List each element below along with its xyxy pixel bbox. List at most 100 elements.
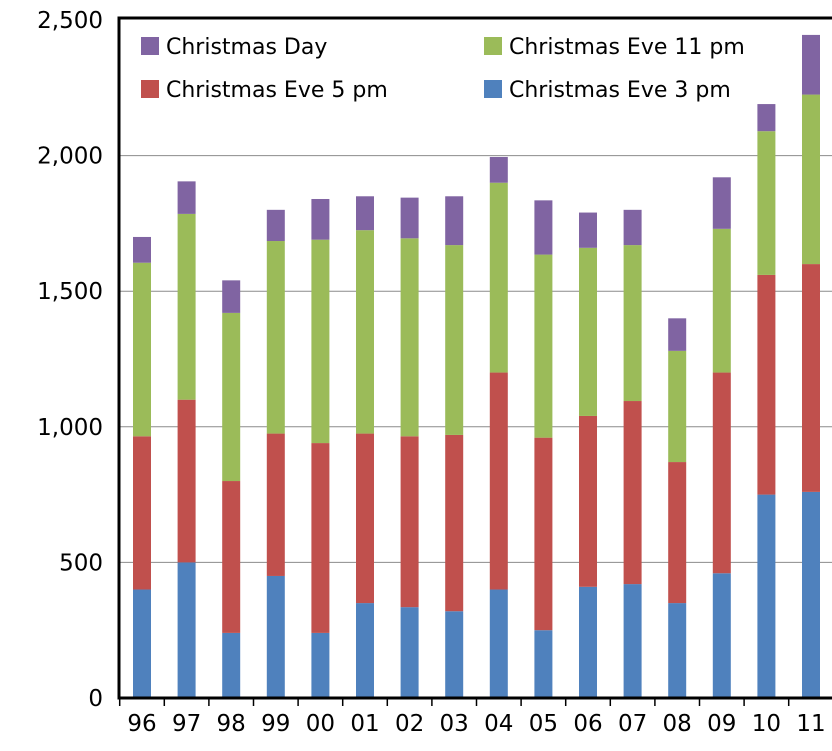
bar-segment-1-96 bbox=[133, 589, 151, 698]
bar-segment-1-00 bbox=[311, 632, 330, 698]
bar-segment-4-08 bbox=[668, 318, 687, 351]
x-tick-label: 09 bbox=[707, 711, 736, 737]
bar-segment-1-08 bbox=[668, 603, 687, 698]
legend-label: Christmas Eve 11 pm bbox=[509, 35, 745, 60]
bar-segment-2-98 bbox=[222, 481, 241, 633]
bar-segment-3-04 bbox=[489, 182, 508, 373]
bar-segment-3-03 bbox=[445, 245, 464, 435]
bar-segment-3-99 bbox=[266, 241, 285, 434]
bar-segment-1-03 bbox=[445, 611, 464, 698]
bar-segment-2-10 bbox=[757, 274, 776, 495]
y-tick-label: 2,500 bbox=[37, 8, 103, 34]
bar-segment-3-00 bbox=[311, 239, 330, 444]
bar-segment-2-02 bbox=[400, 436, 419, 608]
bar-segment-4-09 bbox=[712, 177, 731, 229]
bar-segment-1-97 bbox=[177, 562, 196, 698]
x-axis-tick-labels: 96 97 98 99 00 01 02 03 04 05 06 07 08 09 10 11 bbox=[118, 698, 826, 737]
bar-segment-4-02 bbox=[400, 197, 419, 239]
bar-segment-4-97 bbox=[177, 181, 196, 214]
bar-segment-4-10 bbox=[757, 104, 776, 132]
legend-label: Christmas Day bbox=[166, 35, 327, 60]
bar-segment-2-03 bbox=[445, 434, 464, 612]
bar-segment-1-99 bbox=[266, 575, 285, 698]
legend: Christmas Day Christmas Eve 11 pm Christma… bbox=[141, 35, 745, 103]
bar-segment-2-00 bbox=[311, 443, 330, 633]
x-tick-label: 08 bbox=[663, 711, 692, 737]
bar-segment-2-07 bbox=[623, 401, 642, 585]
y-tick-label: 500 bbox=[59, 550, 103, 576]
bar-segment-3-08 bbox=[668, 350, 687, 463]
y-axis-tick-labels: 0 500 1,000 1,500 2,000 2,500 bbox=[37, 8, 103, 712]
x-tick-label: 11 bbox=[796, 711, 825, 737]
x-tick-label: 02 bbox=[395, 711, 424, 737]
gridlines bbox=[119, 155, 832, 563]
x-tick-label: 06 bbox=[573, 711, 602, 737]
bar-segment-4-05 bbox=[534, 200, 553, 255]
x-tick-label: 04 bbox=[484, 711, 513, 737]
y-tick-label: 1,000 bbox=[37, 415, 103, 441]
bar-segment-1-10 bbox=[757, 494, 776, 698]
bar-segment-4-04 bbox=[489, 156, 508, 183]
bar-segment-3-07 bbox=[623, 245, 642, 402]
x-tick-label: 98 bbox=[217, 711, 246, 737]
bar-segment-3-96 bbox=[133, 262, 151, 437]
bar-segment-1-05 bbox=[534, 630, 553, 698]
legend-swatch bbox=[141, 37, 159, 55]
bar-segment-3-09 bbox=[712, 228, 731, 373]
bar-segment-3-11 bbox=[802, 94, 820, 265]
x-tick-label: 03 bbox=[440, 711, 469, 737]
bar-segment-2-08 bbox=[668, 462, 687, 604]
bar-segment-4-99 bbox=[266, 209, 285, 242]
bar-segment-3-10 bbox=[757, 131, 776, 275]
x-tick-label: 97 bbox=[172, 711, 201, 737]
bar-segment-4-98 bbox=[222, 280, 241, 313]
x-tick-label: 01 bbox=[350, 711, 379, 737]
bar-segment-4-03 bbox=[445, 196, 464, 246]
y-tick-label: 0 bbox=[88, 686, 103, 712]
bar-segment-3-98 bbox=[222, 312, 241, 482]
x-tick-label: 96 bbox=[127, 711, 156, 737]
bar-segment-1-01 bbox=[356, 603, 374, 698]
bar-segment-2-06 bbox=[579, 415, 597, 587]
legend-swatch bbox=[141, 80, 159, 98]
y-tick-label: 2,000 bbox=[37, 144, 103, 170]
x-tick-label: 05 bbox=[529, 711, 558, 737]
bar-segment-3-05 bbox=[534, 254, 553, 438]
plot-area-border bbox=[117, 16, 832, 700]
bar-segment-4-11 bbox=[802, 34, 820, 95]
legend-label: Christmas Eve 5 pm bbox=[166, 78, 388, 103]
bar-segment-1-11 bbox=[802, 491, 820, 698]
bar-segment-1-09 bbox=[712, 573, 731, 698]
bar-stacks bbox=[133, 34, 820, 698]
bar-segment-1-06 bbox=[579, 586, 597, 698]
bar-segment-4-06 bbox=[579, 212, 597, 248]
bar-segment-3-02 bbox=[400, 238, 419, 437]
bar-segment-2-09 bbox=[712, 372, 731, 574]
x-tick-label: 10 bbox=[752, 711, 781, 737]
bar-segment-2-96 bbox=[133, 436, 151, 590]
y-tick-label: 1,500 bbox=[37, 279, 103, 305]
bar-segment-3-01 bbox=[356, 230, 374, 434]
bar-segment-4-00 bbox=[311, 198, 330, 240]
bar-segment-1-02 bbox=[400, 607, 419, 698]
bar-segment-1-04 bbox=[489, 589, 508, 698]
bar-segment-3-97 bbox=[177, 213, 196, 400]
bar-segment-2-05 bbox=[534, 437, 553, 631]
bar-segment-2-04 bbox=[489, 372, 508, 590]
x-tick-label: 00 bbox=[306, 711, 335, 737]
bar-segment-1-07 bbox=[623, 584, 642, 698]
axes bbox=[117, 16, 832, 700]
bar-segment-2-97 bbox=[177, 399, 196, 563]
bar-segment-4-96 bbox=[133, 236, 151, 263]
legend-swatch bbox=[484, 80, 502, 98]
bar-segment-4-07 bbox=[623, 209, 642, 246]
bar-segment-2-01 bbox=[356, 433, 374, 604]
legend-label: Christmas Eve 3 pm bbox=[509, 78, 731, 103]
x-tick-label: 07 bbox=[618, 711, 647, 737]
bar-segment-3-06 bbox=[579, 247, 597, 416]
x-tick-label: 99 bbox=[261, 711, 290, 737]
bar-segment-1-98 bbox=[222, 632, 241, 698]
legend-swatch bbox=[484, 37, 502, 55]
bar-segment-2-11 bbox=[802, 264, 820, 492]
